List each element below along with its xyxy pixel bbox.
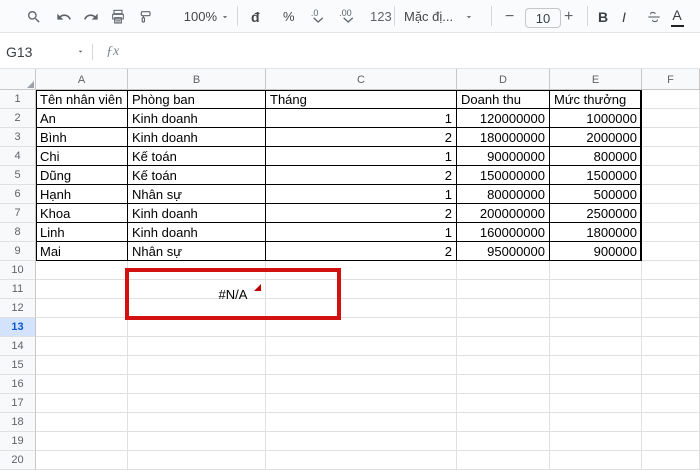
svg-text:.00: .00 <box>339 8 352 18</box>
svg-text:.0: .0 <box>311 8 319 18</box>
